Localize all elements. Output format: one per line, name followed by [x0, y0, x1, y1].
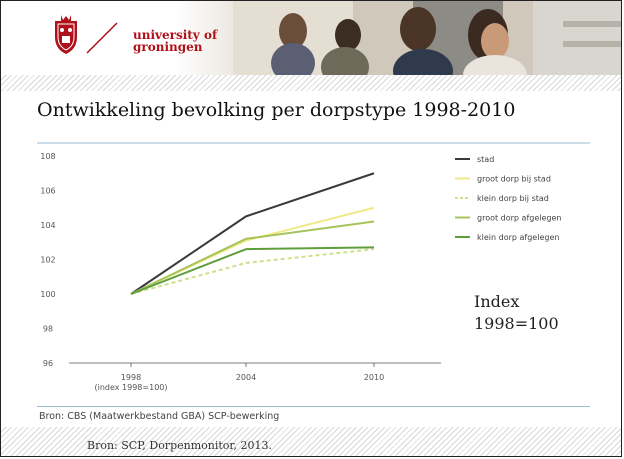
x-tick-label: (index 1998=100)	[94, 383, 167, 392]
university-name-line1: university of	[133, 28, 218, 42]
y-axis: 96 98 100 102 104 106 108	[40, 152, 55, 368]
y-tick-label: 98	[43, 325, 53, 334]
legend-label: groot dorp bij stad	[477, 175, 551, 184]
students-photo	[233, 1, 621, 75]
series-lines	[130, 172, 375, 295]
crest-icon	[55, 15, 77, 54]
y-tick-label: 100	[40, 290, 55, 299]
series-line-groot-dorp-bij-stad	[130, 206, 375, 295]
legend-label: stad	[477, 155, 494, 164]
index-note-line1: Index	[474, 292, 520, 311]
university-logo[interactable]: university of groningen	[53, 15, 243, 61]
y-tick-label: 108	[40, 152, 55, 161]
series-line-klein-dorp-bij-stad	[130, 248, 375, 295]
slide-title: Ontwikkeling bevolking per dorpstype 199…	[37, 99, 516, 121]
x-tick-label: 1998	[121, 373, 141, 382]
source-divider	[37, 406, 590, 407]
x-tick-label: 2004	[236, 373, 256, 382]
logo-slash-icon	[86, 22, 118, 54]
y-tick-label: 106	[40, 187, 55, 196]
university-name-line2: groningen	[133, 40, 203, 54]
legend-label: klein dorp bij stad	[477, 194, 549, 203]
title-hatch-band	[1, 75, 621, 91]
x-tick-label: 2010	[364, 373, 384, 382]
x-axis: 1998(index 1998=100) 2004 2010	[69, 362, 441, 392]
footer-credit: Bron: SCP, Dorpenmonitor, 2013.	[87, 439, 272, 452]
index-note: Index 1998=100	[474, 291, 584, 335]
y-tick-label: 96	[43, 359, 53, 368]
header-band	[1, 1, 621, 75]
legend-label: groot dorp afgelegen	[477, 214, 561, 223]
y-tick-label: 102	[40, 256, 55, 265]
series-line-klein-dorp-afgelegen	[130, 246, 375, 295]
chart-source-note: Bron: CBS (Maatwerkbestand GBA) SCP-bewe…	[39, 411, 280, 422]
legend-label: klein dorp afgelegen	[477, 233, 559, 242]
y-tick-label: 104	[40, 221, 55, 230]
chart-legend: stad groot dorp bij stad klein dorp bij st…	[455, 155, 561, 242]
index-note-line2: 1998=100	[474, 314, 559, 333]
series-line-groot-dorp-afgelegen	[130, 220, 375, 295]
series-line-stad	[130, 172, 375, 295]
footer-hatch-band	[1, 427, 621, 456]
